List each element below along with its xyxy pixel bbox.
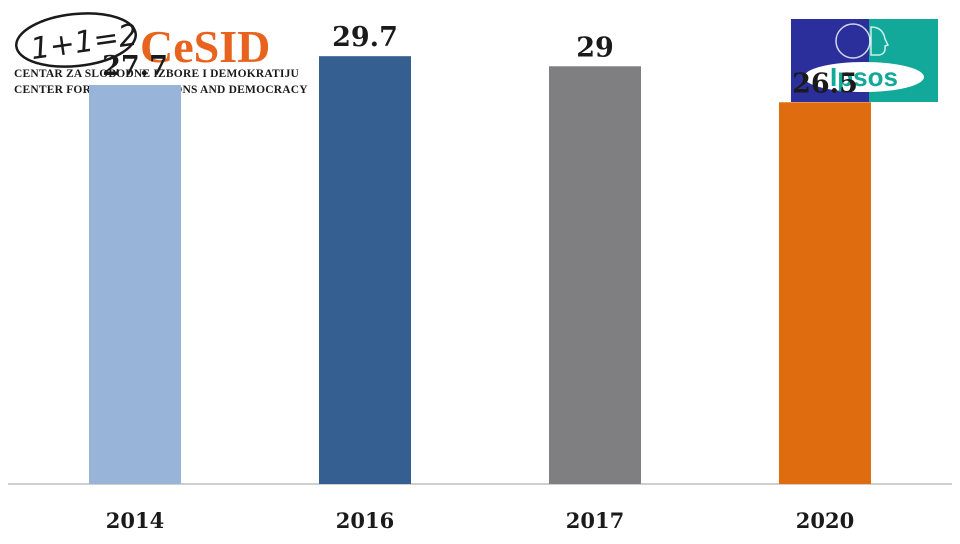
x-tick-label-2017: 2017 [566, 508, 624, 533]
value-label-2014: 27.7 [102, 51, 168, 82]
bar-2020 [779, 102, 871, 485]
x-tick-label-2014: 2014 [106, 508, 164, 533]
value-label-2016: 29.7 [332, 22, 398, 53]
bar-2016 [319, 56, 411, 485]
cesid-logo: 1+1=2 CeSID [15, 12, 270, 72]
ipsos-logo: Ipsos [791, 19, 938, 102]
x-tick-label-2016: 2016 [336, 508, 394, 533]
x-tick-label-2020: 2020 [796, 508, 854, 533]
bar-2017 [549, 66, 641, 484]
ipsos-logo-text: Ipsos [830, 62, 898, 92]
value-label-2020: 26.5 [792, 68, 858, 99]
cesid-logo-ellipse [15, 12, 137, 68]
cesid-subtitle-serbian: CENTAR ZA SLOBODNE IZBORE I DEMOKRATIJU [14, 68, 300, 80]
value-label-2017: 29 [576, 32, 614, 63]
ipsos-logo-tree-icon [835, 23, 871, 59]
cesid-logo-name: CeSID [140, 21, 270, 72]
ipsos-logo-face-icon [870, 26, 890, 56]
bar-2014 [89, 84, 181, 484]
ipsos-logo-oval [804, 62, 924, 92]
